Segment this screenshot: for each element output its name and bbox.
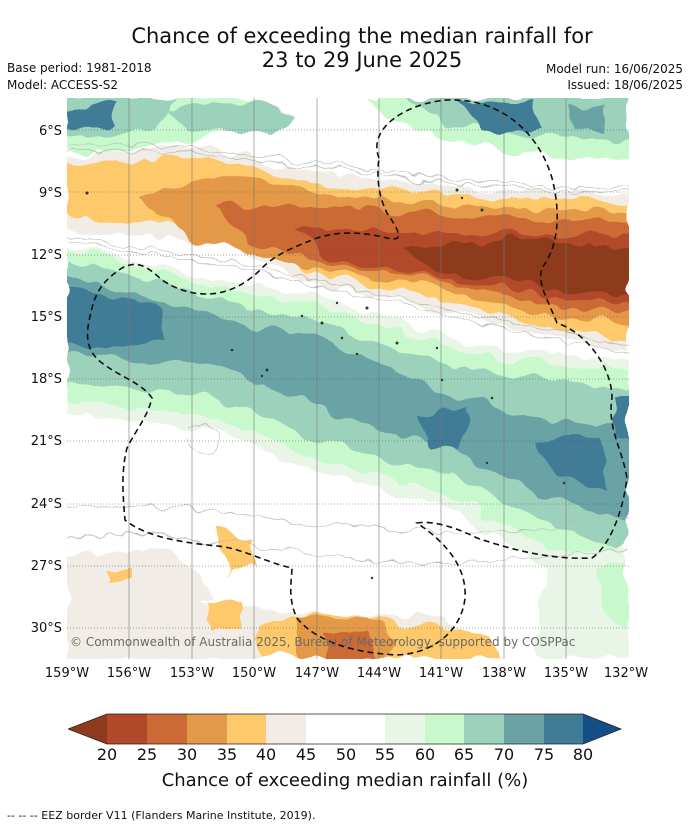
colorbar-tick: 50	[335, 745, 357, 764]
islands	[85, 188, 566, 580]
eez-borders	[86, 99, 628, 656]
lat-label-18s: 18°S	[30, 372, 62, 387]
colorbar-tick: 35	[216, 745, 238, 764]
colorbar-seg-55-60	[385, 714, 425, 744]
colorbar-seg-20-25	[107, 714, 147, 744]
lat-label-6s: 6°S	[38, 124, 62, 139]
colorbar-tick: 65	[453, 745, 475, 764]
rainfall-map	[67, 98, 629, 659]
lat-label-27s: 27°S	[30, 559, 62, 574]
graticule	[67, 129, 629, 629]
lon-label-159w: 159°W	[44, 666, 90, 681]
colorbar-tick: 80	[572, 745, 594, 764]
colorbar-seg-40-45	[266, 714, 306, 744]
colorbar-label: Chance of exceeding median rainfall (%)	[161, 770, 529, 791]
issued-label: Issued: 18/06/2025	[567, 78, 683, 92]
colorbar-seg-low-extend	[68, 714, 107, 744]
lon-label-135w: 135°W	[543, 666, 589, 681]
lon-label-156w: 156°W	[106, 666, 152, 681]
colorbar-tick: 75	[533, 745, 555, 764]
colorbar-tick: 20	[96, 745, 118, 764]
map-title-line-2: 23 to 29 June 2025	[261, 48, 463, 72]
colorbar-tick: 45	[295, 745, 317, 764]
lat-label-24s: 24°S	[30, 497, 62, 512]
lon-label-138w: 138°W	[481, 666, 527, 681]
colorbar-seg-50-55	[346, 714, 385, 744]
eez-border-legend: -- -- -- EEZ border V11 (Flanders Marine…	[7, 809, 316, 822]
rainfall-probability-field	[67, 98, 629, 659]
meridian-lines	[128, 98, 567, 659]
lat-label-30s: 30°S	[30, 621, 62, 636]
colorbar-tick: 70	[493, 745, 515, 764]
colorbar-seg-60-65	[425, 714, 464, 744]
colorbar-seg-45-50	[306, 714, 346, 744]
lon-label-144w: 144°W	[356, 666, 402, 681]
contour-lines	[67, 144, 629, 563]
colorbar-tick: 55	[374, 745, 396, 764]
map-title-line-1: Chance of exceeding the median rainfall …	[131, 24, 593, 48]
model-label: Model: ACCESS-S2	[7, 78, 119, 92]
colorbar-seg-65-70	[464, 714, 504, 744]
lon-label-147w: 147°W	[294, 666, 340, 681]
model-run-label: Model run: 16/06/2025	[545, 62, 683, 76]
lat-label-9s: 9°S	[38, 186, 62, 201]
colorbar-seg-35-40	[227, 714, 266, 744]
lat-label-21s: 21°S	[30, 434, 62, 449]
copyright-notice: © Commonwealth of Australia 2025, Bureau…	[70, 635, 576, 649]
lon-label-150w: 150°W	[231, 666, 277, 681]
colorbar-seg-70-75	[504, 714, 544, 744]
lon-label-153w: 153°W	[169, 666, 215, 681]
base-period-label: Base period: 1981-2018	[7, 61, 152, 75]
colorbar-seg-25-30	[147, 714, 187, 744]
lat-label-15s: 15°S	[30, 310, 62, 325]
colorbar-tick: 60	[414, 745, 436, 764]
colorbar-tick: 40	[255, 745, 277, 764]
colorbar-tick: 30	[176, 745, 198, 764]
colorbar-seg-30-35	[187, 714, 227, 744]
lon-label-141w: 141°W	[418, 666, 464, 681]
colorbar-seg-high-extend	[583, 714, 621, 744]
lon-label-132w: 132°W	[603, 666, 649, 681]
colorbar-tick: 25	[136, 745, 158, 764]
colorbar-seg-75-80	[544, 714, 583, 744]
rainfall-map-graphic	[67, 98, 629, 659]
colorbar-outline	[68, 713, 623, 745]
lat-label-12s: 12°S	[30, 248, 62, 263]
colorbar	[68, 713, 623, 745]
